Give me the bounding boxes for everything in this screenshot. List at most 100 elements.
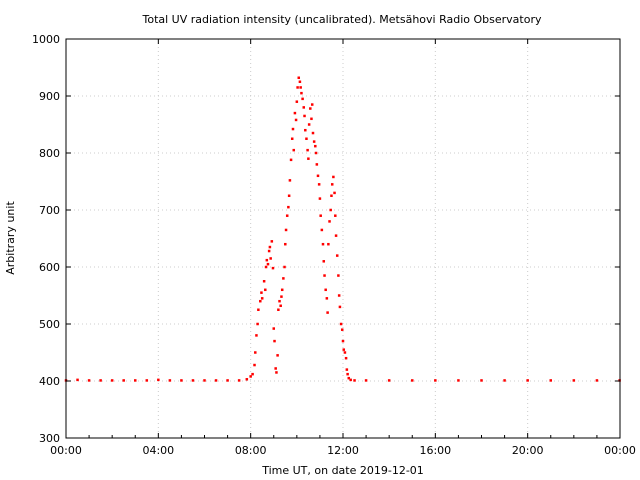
y-tick-label: 800 [39,147,60,160]
data-point [326,311,329,314]
data-point [317,183,321,186]
data-point [314,151,318,155]
data-point [335,254,339,257]
data-point [319,214,322,217]
data-point [145,379,149,382]
data-point [339,322,343,326]
y-tick-label: 300 [39,432,60,445]
data-point [294,118,298,122]
data-point [268,245,272,249]
x-tick-label: 12:00 [327,444,359,457]
y-tick-label: 500 [39,318,60,331]
data-point [168,379,172,382]
data-point [310,117,313,121]
x-tick-label: 16:00 [419,444,451,457]
data-point [287,205,290,209]
data-point [316,174,320,178]
data-point [344,356,348,360]
data-point [337,274,340,277]
data-point [303,114,306,118]
data-point [253,363,256,367]
data-point [299,86,302,89]
data-point [305,137,308,140]
data-point [342,348,346,351]
data-point [122,379,125,382]
data-point [203,379,206,382]
data-point [322,260,326,263]
data-point [297,76,301,80]
data-point [324,288,327,292]
data-point [273,339,276,343]
data-point [265,258,269,262]
data-point [245,378,249,381]
y-axis-label: Arbitrary unit [4,201,17,275]
data-point [292,148,296,152]
data-point [280,288,284,292]
data-point [595,379,599,382]
data-point [191,379,195,382]
data-point [329,208,332,212]
data-point [291,127,295,131]
data-point [503,379,506,382]
data-point [260,291,263,294]
data-point [480,379,483,382]
data-point [271,266,275,270]
data-point [310,103,314,106]
data-point [288,179,292,182]
data-point [330,183,334,186]
data-point [309,107,312,110]
data-point [332,175,335,179]
data-point [307,123,311,126]
data-point [301,97,304,101]
data-point [260,297,264,300]
x-tick-label: 00:00 [50,444,82,457]
data-point [272,327,275,330]
data-point [337,294,341,297]
data-point [325,297,329,300]
data-point [110,379,114,382]
x-axis: 00:00 04:00 08:00 12:00 16:00 20:00 00:00 [50,39,636,457]
data-point [340,328,344,331]
data-point [249,375,252,378]
data-point [346,372,349,376]
data-point [411,379,414,382]
data-point [251,372,254,376]
grid [66,39,620,438]
data-point [277,308,280,311]
data-point [290,137,294,140]
data-point [315,163,319,166]
data-point [353,379,356,382]
data-point [330,194,333,197]
data-point [298,80,302,83]
data-point [280,295,283,298]
plot-frame [65,38,621,439]
data-point [278,299,281,303]
data-point [327,242,330,246]
data-point [255,334,258,337]
data-point [434,379,437,382]
data-point [347,376,351,380]
data-point [318,197,322,200]
data-point [314,144,317,148]
data-point [259,299,262,303]
y-tick-label: 900 [39,90,60,103]
data-point [345,368,349,371]
data-point [306,148,309,152]
data-point [157,378,160,382]
data-point [293,111,297,115]
y-tick-label: 400 [39,375,60,388]
data-point [341,339,345,343]
data-point [302,106,306,109]
data-point [214,379,218,382]
data-point [274,367,277,370]
data-point [134,379,137,382]
data-point [572,379,576,382]
data-point [304,128,307,132]
data-point [284,228,288,232]
data-point [87,379,91,382]
x-tick-label: 20:00 [512,444,544,457]
data-point [276,354,279,357]
data-point [364,379,368,382]
data-point [99,379,102,382]
